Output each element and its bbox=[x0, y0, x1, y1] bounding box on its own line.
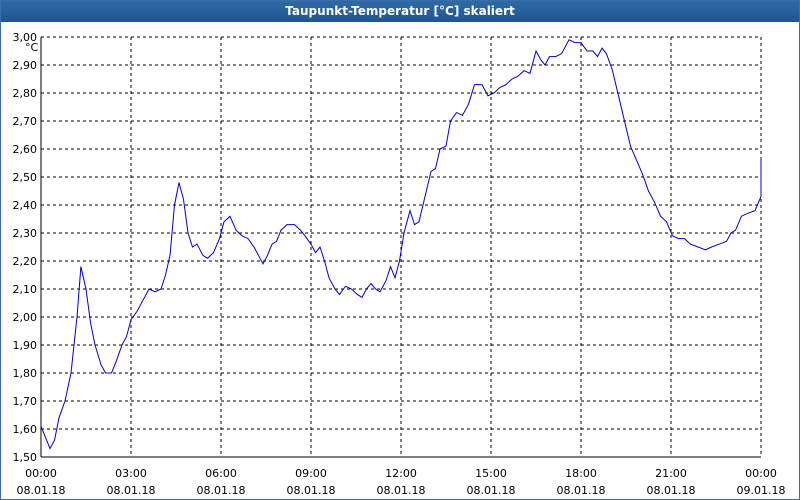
x-tick-time: 21:00 bbox=[655, 467, 687, 480]
x-tick-labels: 00:00 08.01.18 03:00 08.01.18 06:00 08.01.18 0… bbox=[17, 467, 786, 497]
y-tick-label: 2,10 bbox=[13, 283, 38, 296]
dewpoint-chart: °C 1,50 1,60 1,70 1,80 1,90 2,00 2,10 2,20 2,30 2… bbox=[13, 31, 786, 497]
x-tick-date: 08.01.18 bbox=[377, 484, 426, 497]
x-tick-date: 08.01.18 bbox=[647, 484, 696, 497]
x-tick-date: 08.01.18 bbox=[197, 484, 246, 497]
y-tick-label: 1,60 bbox=[13, 423, 38, 436]
y-tick-labels: 1,50 1,60 1,70 1,80 1,90 2,00 2,10 2,20 2,30 2,40… bbox=[13, 31, 38, 464]
y-tick-label: 2,20 bbox=[13, 255, 38, 268]
x-tick-date: 08.01.18 bbox=[467, 484, 516, 497]
x-tick-date: 08.01.18 bbox=[287, 484, 336, 497]
x-tick-time: 03:00 bbox=[115, 467, 147, 480]
x-tick-time: 06:00 bbox=[205, 467, 237, 480]
y-tick-label: 3,00 bbox=[13, 31, 38, 44]
y-tick-label: 2,90 bbox=[13, 59, 38, 72]
y-tick-label: 2,40 bbox=[13, 199, 38, 212]
y-tick-label: 1,70 bbox=[13, 395, 38, 408]
axes bbox=[40, 37, 761, 458]
y-tick-label: 2,30 bbox=[13, 227, 38, 240]
x-tick-time: 12:00 bbox=[385, 467, 417, 480]
y-tick-label: 2,70 bbox=[13, 115, 38, 128]
x-tick-date: 08.01.18 bbox=[107, 484, 156, 497]
grid-lines bbox=[40, 36, 762, 458]
y-tick-label: 2,00 bbox=[13, 311, 38, 324]
x-tick-date: 08.01.18 bbox=[557, 484, 606, 497]
y-tick-label: 1,50 bbox=[13, 451, 38, 464]
x-tick-date: 09.01.18 bbox=[737, 484, 786, 497]
y-axis-unit: °C bbox=[25, 41, 39, 54]
x-tick-date: 08.01.18 bbox=[17, 484, 66, 497]
x-tick-time: 18:00 bbox=[565, 467, 597, 480]
x-tick-time: 00:00 bbox=[25, 467, 57, 480]
dewpoint-series-line bbox=[40, 39, 762, 450]
y-tick-label: 1,90 bbox=[13, 339, 38, 352]
y-tick-label: 2,60 bbox=[13, 143, 38, 156]
x-tick-time: 09:00 bbox=[295, 467, 327, 480]
x-tick-time: 15:00 bbox=[475, 467, 507, 480]
x-tick-time: 00:00 bbox=[745, 467, 777, 480]
y-tick-label: 2,50 bbox=[13, 171, 38, 184]
y-tick-label: 2,80 bbox=[13, 87, 38, 100]
y-tick-label: 1,80 bbox=[13, 367, 38, 380]
window-title: Taupunkt-Temperatur [°C] skaliert bbox=[1, 1, 799, 22]
